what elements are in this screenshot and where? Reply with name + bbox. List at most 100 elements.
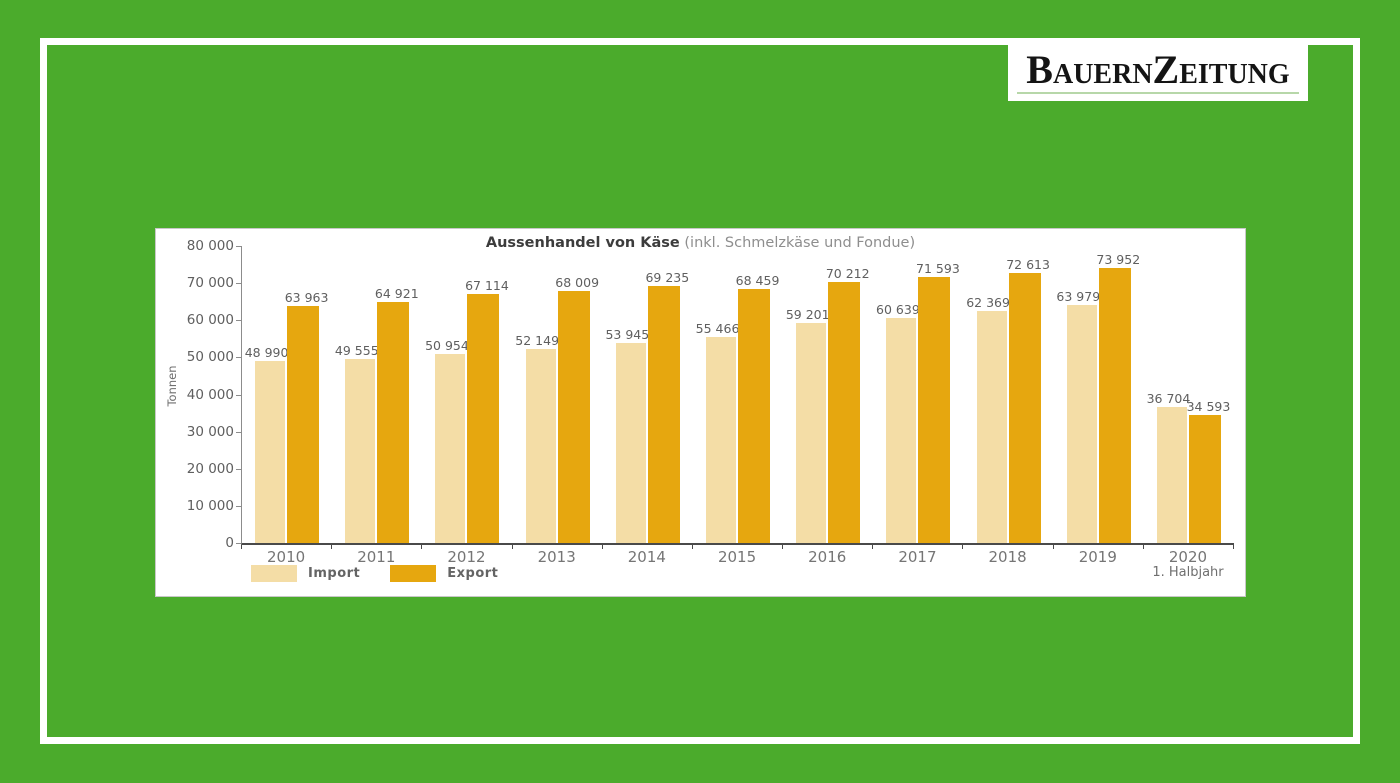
x-axis-label: 2010 [267, 548, 306, 566]
bar-group: 48 990 63 963 [242, 246, 332, 543]
legend-label: Export [447, 566, 499, 581]
bar-value-label: 60 639 [876, 301, 920, 317]
import-legend-swatch [251, 565, 297, 582]
bar-group: 59 201 70 212 [783, 246, 873, 543]
bar-value-label: 71 593 [916, 260, 960, 276]
bar-value-label: 62 369 [966, 294, 1010, 310]
x-axis-tick-mark [872, 545, 874, 549]
import-bar: 49 555 [335, 344, 379, 543]
bar-value-label: 63 979 [1056, 288, 1101, 304]
bar-group: 50 954 67 114 [422, 246, 512, 543]
chart-panel: Aussenhandel von Käse (inkl. Schmelzkäse… [155, 228, 1246, 597]
import-bar: 55 466 [696, 322, 739, 543]
import-bar: 48 990 [245, 346, 288, 543]
x-axis-tick-mark [1142, 545, 1144, 549]
x-axis-label: 2019 [1078, 548, 1117, 566]
y-axis-tick-label: 60 000 [186, 312, 234, 329]
x-axis-labels: 2010 2011 2012 2013 2014 2015 2016 2017 2018 2019… [241, 548, 1233, 581]
y-axis-tick-mark [236, 246, 241, 247]
y-axis-tick-label: 50 000 [186, 349, 234, 366]
x-axis-footnote: 1. Halbjahr [1152, 565, 1224, 581]
import-bar: 63 979 [1056, 290, 1100, 543]
import-bar: 60 639 [876, 303, 920, 543]
y-axis-tick-mark [236, 320, 241, 322]
import-bar: 50 954 [425, 339, 469, 543]
chart-title-main: Aussenhandel von Käse [485, 235, 680, 251]
bar-value-label: 63 963 [284, 289, 329, 305]
logo-underline [1017, 92, 1299, 94]
legend-label: Import [308, 566, 361, 581]
bar-value-label: 67 114 [465, 277, 509, 293]
y-axis-tick-label: 80 000 [186, 238, 234, 254]
export-bar: 69 235 [645, 271, 689, 543]
logo-text: BauernZeitung [1026, 46, 1290, 92]
bar-group: 52 149 68 009 [513, 246, 603, 543]
bar-group: 62 369 72 613 [964, 246, 1054, 543]
y-axis-tick-label: 20 000 [186, 460, 234, 477]
export-bar: 63 963 [285, 291, 328, 543]
bar-group: 53 945 69 235 [603, 246, 693, 543]
bar-value-label: 49 555 [334, 342, 379, 358]
import-bar: 53 945 [605, 328, 649, 543]
bar-value-label: 34 593 [1186, 398, 1231, 414]
bar-value-label: 68 459 [735, 272, 780, 288]
export-bar: 68 459 [736, 274, 779, 543]
bar-value-label: 72 613 [1006, 256, 1050, 272]
x-axis-tick-mark [601, 545, 603, 549]
export-bar: 73 952 [1096, 253, 1140, 543]
bar-value-label: 70 212 [825, 265, 870, 281]
white-frame-border [40, 38, 1360, 744]
y-axis-tick-label: 70 000 [186, 275, 234, 292]
bar-value-label: 50 954 [425, 337, 469, 353]
export-bar: 70 212 [826, 267, 870, 543]
x-axis-label: 2013 [537, 548, 576, 566]
x-axis-label: 2017 [898, 548, 937, 566]
bauernzeitung-logo: BauernZeitung [1008, 44, 1308, 101]
bar-value-label: 73 952 [1096, 251, 1141, 267]
import-bar: 62 369 [966, 296, 1010, 543]
import-bar: 59 201 [786, 308, 830, 543]
y-axis-tick-mark [236, 394, 241, 396]
legend-item-export: Export [390, 565, 498, 582]
y-axis-tick-mark [236, 357, 241, 359]
y-axis-tick-label: 30 000 [186, 423, 234, 440]
y-axis-tick-mark [236, 468, 241, 470]
x-axis-tick-mark [511, 545, 513, 549]
bar-value-label: 48 990 [244, 344, 289, 360]
export-bar: 72 613 [1006, 258, 1050, 543]
y-axis-tick-label: 0 [225, 535, 234, 551]
legend-item-import: Import [251, 565, 360, 582]
x-axis-tick-mark [782, 545, 784, 549]
bar-group: 36 704 34 593 [1144, 246, 1234, 543]
bar-value-label: 59 201 [785, 306, 830, 322]
x-axis-tick-mark [421, 545, 423, 549]
y-axis-tick-mark [236, 543, 241, 544]
chart-title-suffix: (inkl. Schmelzkäse und Fondue) [679, 235, 916, 251]
chart-legend: Import Export [251, 565, 498, 582]
bar-group: 49 555 64 921 [332, 246, 422, 543]
export-bar: 71 593 [916, 262, 960, 543]
export-bar: 64 921 [375, 287, 419, 543]
y-axis-tick-mark [236, 505, 241, 507]
x-axis-label: 2016 [808, 548, 847, 566]
export-legend-swatch [390, 565, 437, 582]
bar-group: 55 466 68 459 [693, 246, 783, 543]
bar-value-label: 55 466 [695, 320, 740, 336]
x-axis-tick-mark [691, 545, 693, 549]
bar-value-label: 69 235 [645, 269, 690, 285]
x-axis-label: 2018 [988, 548, 1027, 566]
x-axis-label: 2014 [627, 548, 666, 566]
x-axis-label: 2012 [447, 548, 486, 566]
bar-group: 63 979 73 952 [1054, 246, 1144, 543]
x-axis-tick-mark [331, 545, 333, 549]
x-axis-tick-mark [241, 545, 242, 549]
y-axis-tick-label: 40 000 [186, 386, 234, 403]
x-axis-label: 2020 1. Halbjahr [1143, 548, 1233, 581]
x-axis-tick-mark [1052, 545, 1054, 549]
bar-value-label: 52 149 [515, 332, 560, 348]
x-axis-tick-mark [1233, 545, 1234, 549]
bar-value-label: 68 009 [555, 274, 600, 290]
bar-group: 60 639 71 593 [873, 246, 963, 543]
export-bar: 34 593 [1187, 400, 1230, 543]
